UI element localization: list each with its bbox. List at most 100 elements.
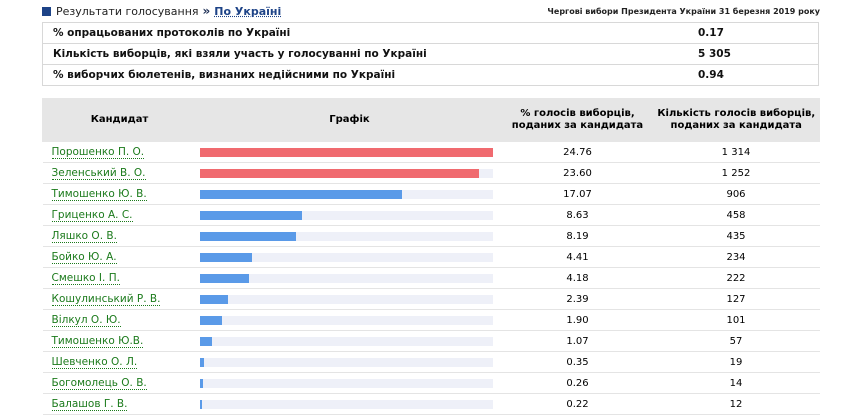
summary-value: 0.17 [698, 22, 819, 44]
summary-value: 5 305 [698, 43, 819, 65]
candidate-cell: Балашов Г. В. [42, 393, 197, 415]
percent-cell: 24.76 [502, 142, 653, 163]
percent-cell: 1.07 [502, 330, 653, 352]
table-row: Порошенко П. О. 24.76 1 314 [42, 142, 820, 163]
table-row: Вілкул О. Ю. 1.90 101 [42, 309, 820, 331]
votes-cell: 234 [652, 246, 820, 268]
bar-track [199, 273, 493, 283]
candidate-link[interactable]: Шевченко О. Л. [51, 356, 138, 369]
candidate-cell: Вілкул О. Ю. [42, 309, 197, 331]
table-row: Кошулинський Р. В. 2.39 127 [42, 288, 820, 310]
candidate-link[interactable]: Гриценко А. С. [51, 209, 133, 222]
chart-cell [196, 309, 503, 331]
bar-fill [199, 210, 302, 220]
bar-fill [199, 294, 228, 304]
percent-cell: 1.90 [502, 309, 653, 331]
candidate-cell: Богомолець О. В. [42, 372, 197, 394]
candidate-cell: Смешко І. П. [42, 267, 197, 289]
votes-cell: 14 [652, 372, 820, 394]
top-bar: Результати голосування » По Україні Черг… [42, 3, 820, 19]
candidate-link[interactable]: Вілкул О. Ю. [51, 314, 121, 327]
percent-cell: 4.41 [502, 246, 653, 268]
chart-cell [196, 225, 503, 247]
column-header-votes: Кількість голосів виборців, поданих за к… [652, 98, 820, 142]
chart-cell [196, 142, 503, 163]
percent-cell: 0.22 [502, 393, 653, 415]
candidate-link[interactable]: Порошенко П. О. [51, 146, 145, 159]
table-row: Смешко І. П. 4.18 222 [42, 267, 820, 289]
bar-track [199, 399, 493, 409]
summary-value: 0.94 [698, 69, 724, 81]
summary-table: % опрацьованих протоколів по Україні 0.1… [42, 22, 819, 86]
bar-fill [199, 168, 479, 178]
votes-cell: 222 [652, 267, 820, 289]
bar-track [199, 315, 493, 325]
results-body: Порошенко П. О. 24.76 1 314 Зеленський В. О… [42, 142, 820, 415]
bar-track [199, 336, 493, 346]
candidate-link[interactable]: Ляшко О. В. [51, 230, 117, 243]
percent-cell: 23.60 [502, 162, 653, 184]
chart-cell [196, 330, 503, 352]
candidate-link[interactable]: Зеленський В. О. [51, 167, 146, 180]
table-row: Шевченко О. Л. 0.35 19 [42, 351, 820, 373]
table-row: Богомолець О. В. 0.26 14 [42, 372, 820, 394]
summary-label: % опрацьованих протоколів по Україні [42, 22, 698, 44]
bar-fill [199, 231, 297, 241]
table-row: Балашов Г. В. 0.22 12 [42, 393, 820, 415]
candidate-cell: Тимошенко Ю. В. [42, 183, 197, 205]
bar-track [199, 147, 493, 157]
bar-track [199, 252, 493, 262]
bar-fill [199, 399, 203, 409]
chart-cell [196, 204, 503, 226]
table-row: Зеленський В. О. 23.60 1 252 [42, 162, 820, 184]
summary-label: Кількість виборців, які взяли участь у г… [42, 43, 698, 65]
breadcrumb-current[interactable]: По Україні [214, 4, 282, 18]
percent-cell: 8.63 [502, 204, 653, 226]
candidate-link[interactable]: Смешко І. П. [51, 272, 120, 285]
candidate-cell: Кошулинський Р. В. [42, 288, 197, 310]
candidate-cell: Гриценко А. С. [42, 204, 197, 226]
chart-cell [196, 267, 503, 289]
bar-fill [199, 273, 249, 283]
votes-cell: 19 [652, 351, 820, 373]
table-row: Ляшко О. В. 8.19 435 [42, 225, 820, 247]
bar-track [199, 210, 493, 220]
votes-cell: 458 [652, 204, 820, 226]
bar-track [199, 357, 493, 367]
bar-track [199, 231, 493, 241]
summary-row: % виборчих бюлетенів, визнаних недійсним… [43, 65, 819, 86]
bar-track [199, 168, 493, 178]
candidate-link[interactable]: Богомолець О. В. [51, 377, 147, 390]
votes-cell: 57 [652, 330, 820, 352]
candidate-cell: Бойко Ю. А. [42, 246, 197, 268]
votes-cell: 906 [652, 183, 820, 205]
candidate-link[interactable]: Балашов Г. В. [51, 398, 128, 411]
column-header-chart: Графік [196, 98, 503, 142]
chart-cell [196, 246, 503, 268]
table-row: Тимошенко Ю. В. 17.07 906 [42, 183, 820, 205]
chart-cell [196, 393, 503, 415]
percent-cell: 4.18 [502, 267, 653, 289]
votes-cell: 435 [652, 225, 820, 247]
candidate-link[interactable]: Тимошенко Ю. В. [51, 188, 147, 201]
candidate-cell: Ляшко О. В. [42, 225, 197, 247]
candidate-cell: Тимошенко Ю.В. [42, 330, 197, 352]
percent-cell: 8.19 [502, 225, 653, 247]
candidate-cell: Шевченко О. Л. [42, 351, 197, 373]
results-table: Кандидат Графік % голосів виборців, пода… [42, 98, 820, 415]
candidate-link[interactable]: Тимошенко Ю.В. [51, 335, 144, 348]
bar-fill [199, 315, 222, 325]
breadcrumb-root[interactable]: Результати голосування [56, 4, 199, 18]
candidate-cell: Зеленський В. О. [42, 162, 197, 184]
candidate-link[interactable]: Бойко Ю. А. [51, 251, 117, 264]
percent-cell: 2.39 [502, 288, 653, 310]
chart-cell [196, 288, 503, 310]
results-header-row: Кандидат Графік % голосів виборців, пода… [42, 98, 820, 142]
bar-fill [199, 252, 252, 262]
summary-row: % опрацьованих протоколів по Україні 0.1… [42, 22, 819, 44]
breadcrumb-separator: » [202, 4, 211, 18]
percent-cell: 17.07 [502, 183, 653, 205]
table-row: Тимошенко Ю.В. 1.07 57 [42, 330, 820, 352]
candidate-link[interactable]: Кошулинський Р. В. [51, 293, 161, 306]
table-row: Гриценко А. С. 8.63 458 [42, 204, 820, 226]
